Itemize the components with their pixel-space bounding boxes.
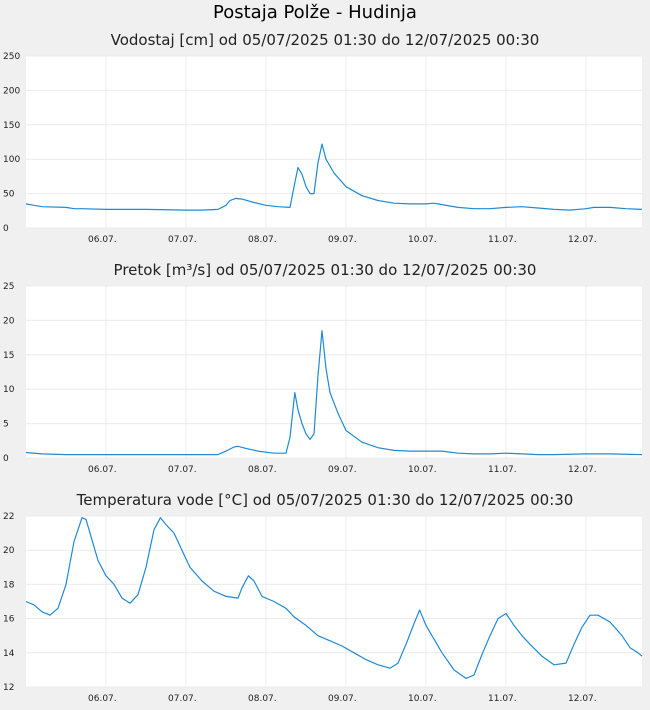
x-tick-label: 10.07. [408, 465, 437, 475]
y-tick-label: 200 [3, 86, 20, 96]
x-tick-label: 07.07. [168, 465, 197, 475]
y-tick-label: 22 [3, 512, 14, 522]
y-tick-label: 10 [3, 385, 15, 395]
y-tick-label: 25 [3, 282, 14, 292]
y-tick-label: 5 [3, 420, 9, 430]
x-tick-label: 12.07. [568, 235, 597, 245]
x-tick-label: 12.07. [568, 465, 597, 475]
y-tick-label: 0 [3, 454, 9, 464]
x-tick-label: 09.07. [328, 235, 357, 245]
discharge-chart: Pretok [m³/s] od 05/07/2025 01:30 do 12/… [3, 261, 643, 475]
x-tick-label: 06.07. [88, 694, 117, 704]
x-tick-label: 12.07. [568, 694, 597, 704]
x-tick-label: 07.07. [168, 694, 197, 704]
y-tick-label: 150 [3, 121, 20, 131]
y-tick-label: 100 [3, 155, 20, 165]
y-tick-label: 250 [3, 52, 20, 62]
y-tick-label: 16 [3, 615, 15, 625]
x-tick-label: 06.07. [88, 235, 117, 245]
x-tick-label: 08.07. [248, 235, 277, 245]
y-tick-label: 50 [3, 190, 15, 200]
y-tick-label: 15 [3, 351, 14, 361]
x-tick-label: 08.07. [248, 694, 277, 704]
page-title: Postaja Polže - Hudinja [213, 2, 417, 23]
y-tick-label: 20 [3, 546, 15, 556]
plot-area [26, 286, 642, 458]
y-tick-label: 0 [3, 224, 9, 234]
water-temperature-chart: Temperatura vode [°C] od 05/07/2025 01:3… [3, 491, 643, 704]
x-tick-label: 06.07. [88, 465, 117, 475]
plot-area [26, 56, 642, 228]
x-tick-label: 10.07. [408, 694, 437, 704]
y-tick-label: 20 [3, 316, 15, 326]
x-tick-label: 08.07. [248, 465, 277, 475]
x-tick-label: 11.07. [488, 694, 517, 704]
x-tick-label: 07.07. [168, 235, 197, 245]
x-tick-label: 09.07. [328, 465, 357, 475]
y-tick-label: 18 [3, 580, 15, 590]
x-tick-label: 11.07. [488, 235, 517, 245]
water-level-chart: Vodostaj [cm] od 05/07/2025 01:30 do 12/… [3, 31, 643, 245]
plot-area [26, 516, 642, 687]
y-tick-label: 12 [3, 683, 14, 693]
x-tick-label: 11.07. [488, 465, 517, 475]
chart-title: Temperatura vode [°C] od 05/07/2025 01:3… [76, 491, 574, 509]
y-tick-label: 14 [3, 649, 15, 659]
x-tick-label: 10.07. [408, 235, 437, 245]
chart-title: Vodostaj [cm] od 05/07/2025 01:30 do 12/… [111, 31, 540, 49]
series-line [25, 143, 643, 211]
chart-title: Pretok [m³/s] od 05/07/2025 01:30 do 12/… [114, 261, 537, 279]
x-tick-label: 09.07. [328, 694, 357, 704]
